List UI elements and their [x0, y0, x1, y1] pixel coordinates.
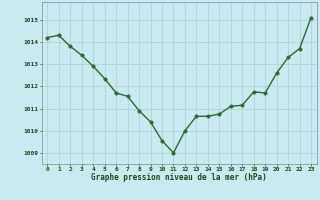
X-axis label: Graphe pression niveau de la mer (hPa): Graphe pression niveau de la mer (hPa): [91, 173, 267, 182]
